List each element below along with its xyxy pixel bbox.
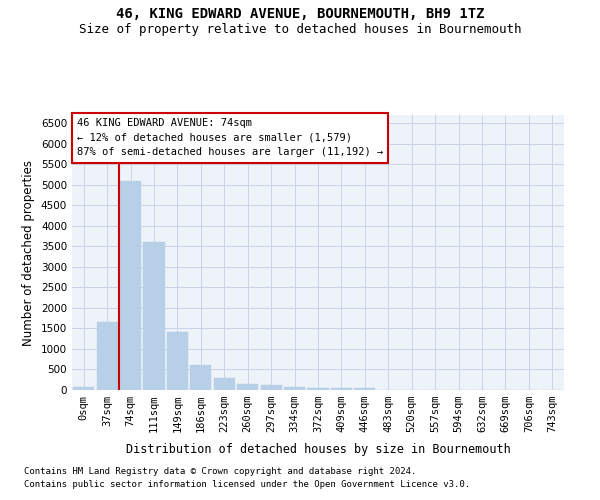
Bar	[307, 388, 329, 390]
Bar	[237, 384, 258, 390]
Bar	[214, 378, 235, 390]
Text: 46, KING EDWARD AVENUE, BOURNEMOUTH, BH9 1TZ: 46, KING EDWARD AVENUE, BOURNEMOUTH, BH9…	[116, 8, 484, 22]
Y-axis label: Number of detached properties: Number of detached properties	[22, 160, 35, 346]
Bar	[284, 386, 305, 390]
Bar	[73, 387, 94, 390]
Text: Contains HM Land Registry data © Crown copyright and database right 2024.: Contains HM Land Registry data © Crown c…	[24, 467, 416, 476]
Bar	[190, 364, 211, 390]
Bar	[260, 386, 281, 390]
Bar	[143, 242, 164, 390]
Text: Contains public sector information licensed under the Open Government Licence v3: Contains public sector information licen…	[24, 480, 470, 489]
Bar	[167, 332, 188, 390]
Bar	[97, 322, 118, 390]
Text: 46 KING EDWARD AVENUE: 74sqm
← 12% of detached houses are smaller (1,579)
87% of: 46 KING EDWARD AVENUE: 74sqm ← 12% of de…	[77, 118, 383, 158]
Bar	[355, 388, 376, 390]
Text: Distribution of detached houses by size in Bournemouth: Distribution of detached houses by size …	[125, 442, 511, 456]
Bar	[120, 182, 141, 390]
Text: Size of property relative to detached houses in Bournemouth: Size of property relative to detached ho…	[79, 22, 521, 36]
Bar	[331, 388, 352, 390]
